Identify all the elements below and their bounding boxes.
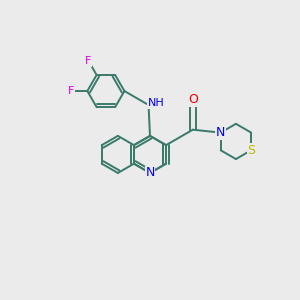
Text: F: F [85,56,92,66]
Text: N: N [145,167,155,179]
Text: S: S [247,144,255,157]
Text: O: O [188,93,198,106]
Text: NH: NH [148,98,164,109]
Text: N: N [216,126,225,139]
Text: F: F [68,86,74,96]
